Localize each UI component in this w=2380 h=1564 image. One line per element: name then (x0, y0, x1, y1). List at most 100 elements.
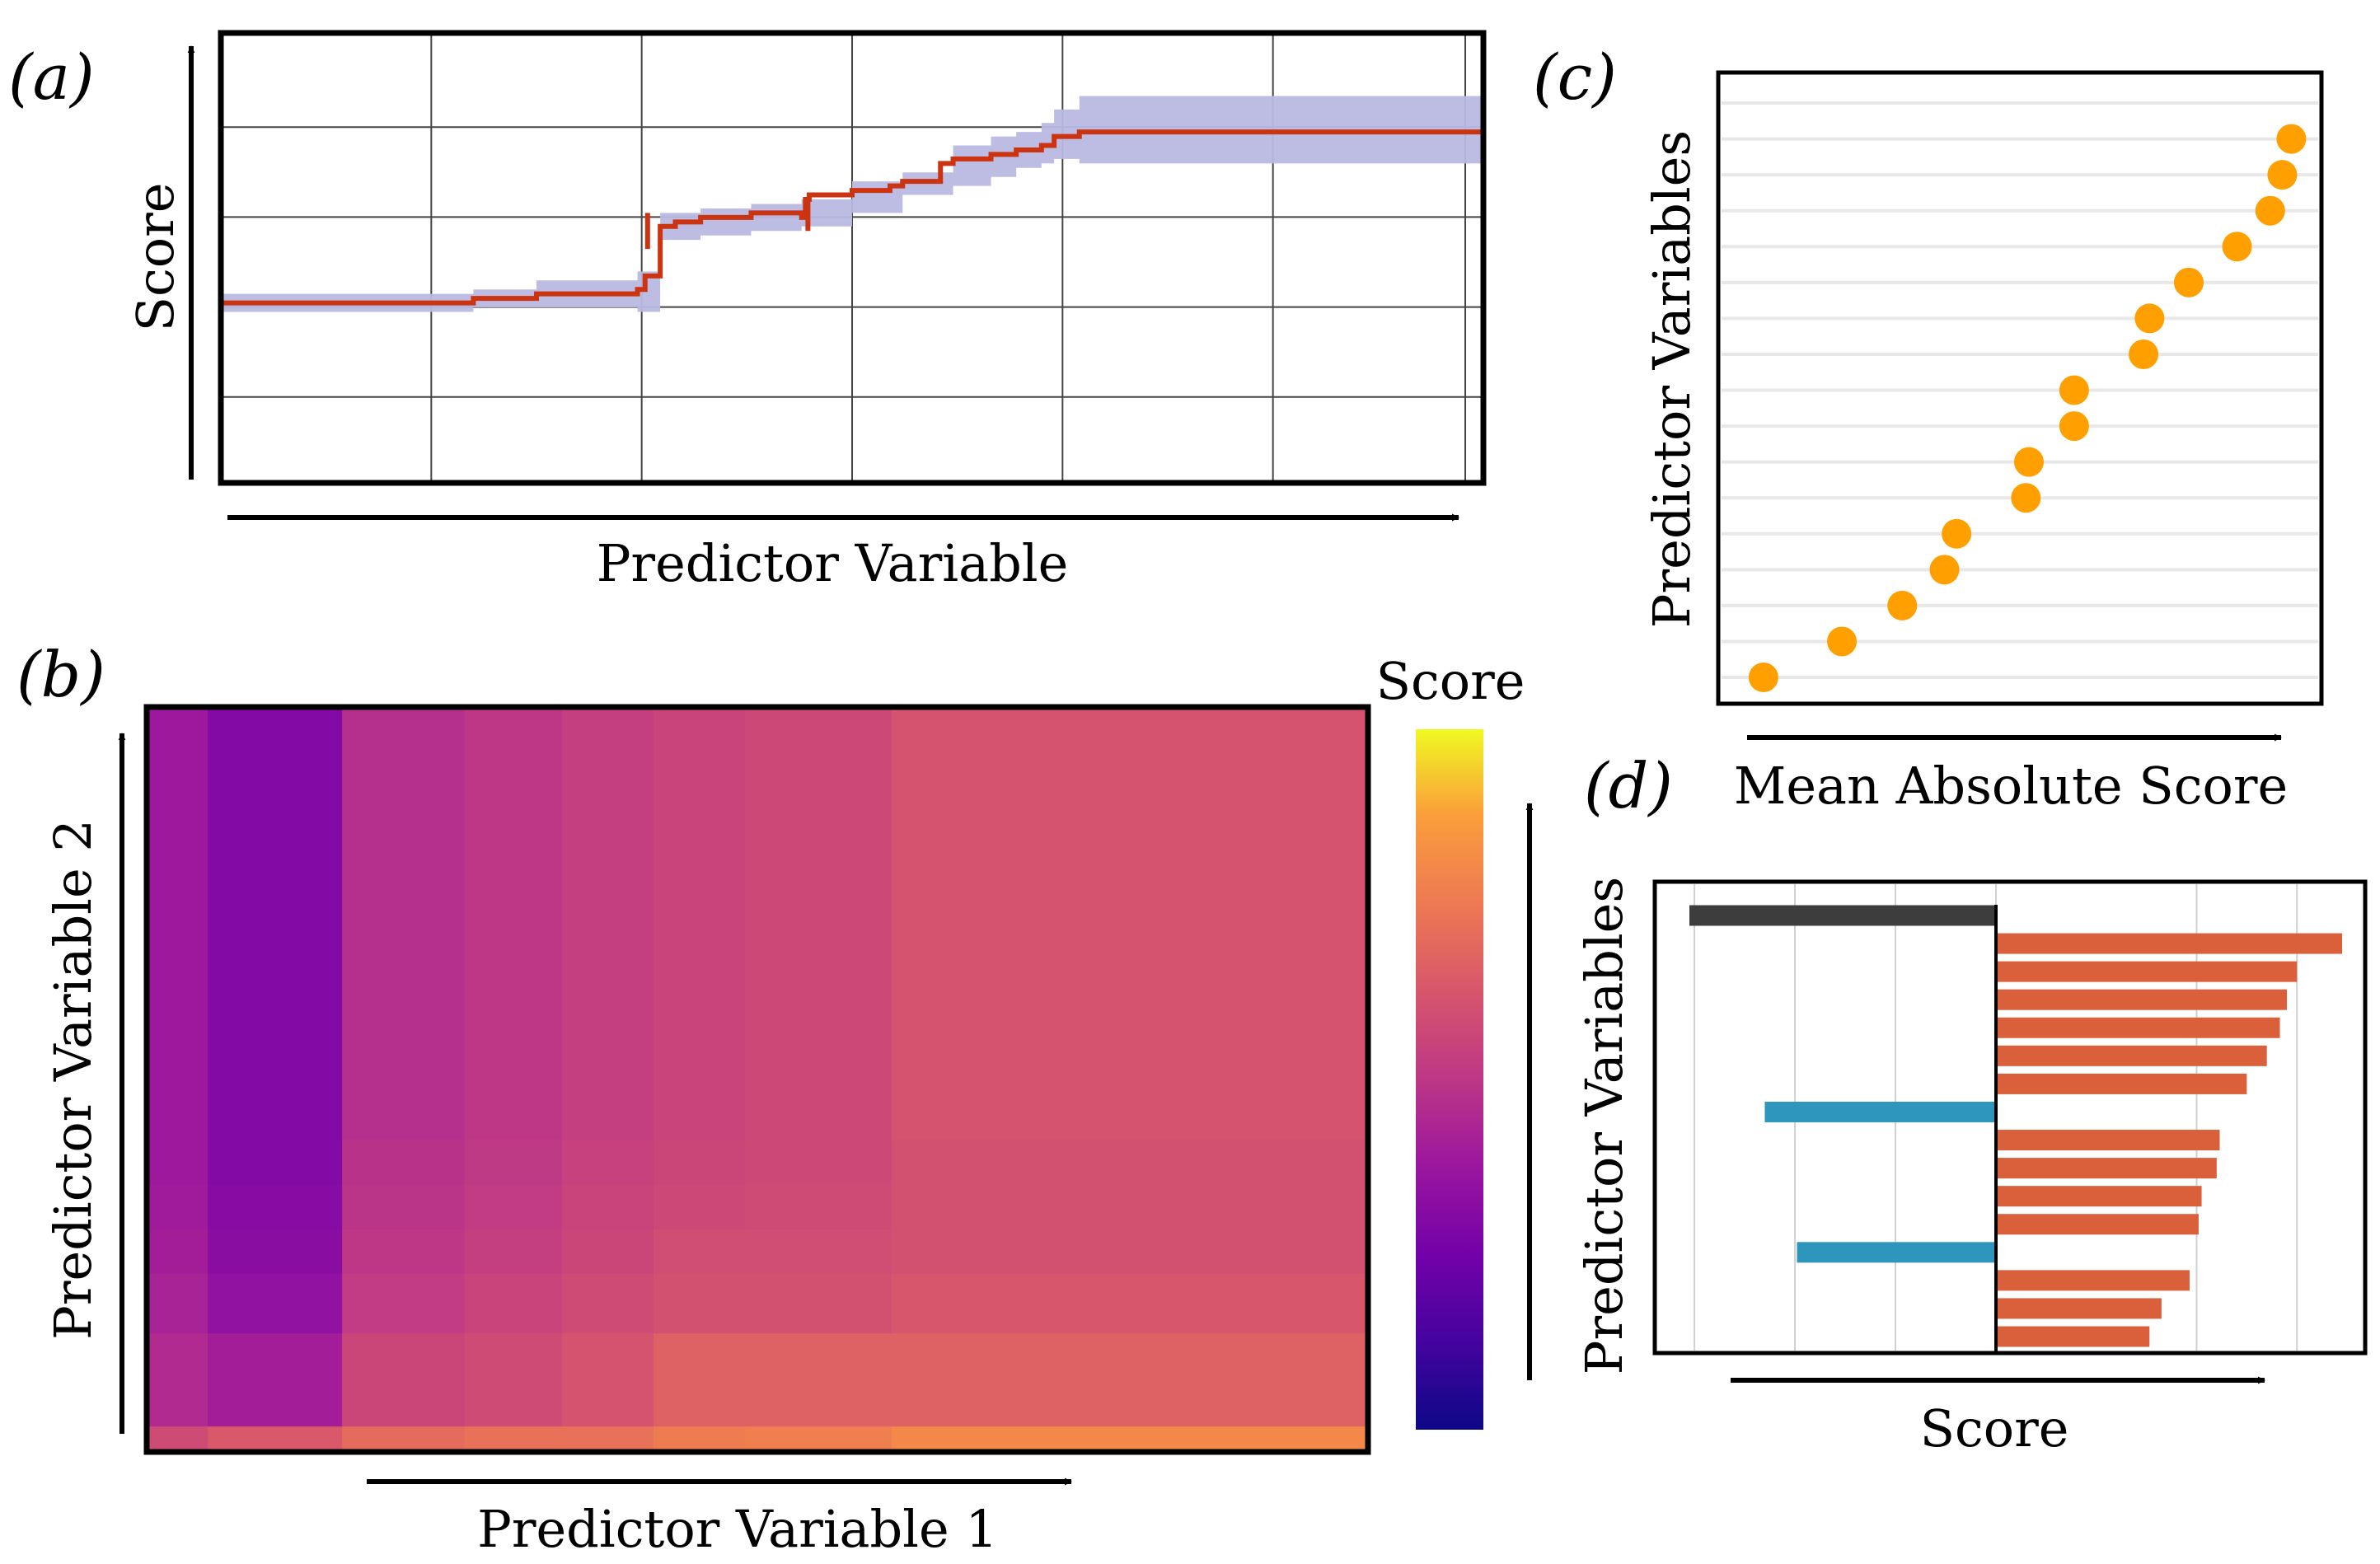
panel-c-row-lines (1722, 101, 2318, 679)
heatmap-cell (561, 1183, 654, 1229)
panel-d-bar (1996, 1270, 2190, 1291)
panel-c-point (1827, 626, 1858, 657)
panel-a-confidence-band (221, 96, 1483, 312)
panel-d-bar (1689, 905, 1996, 926)
heatmap-cell (342, 1139, 466, 1185)
panel-c-xlabel: Mean Absolute Score (1734, 756, 2288, 816)
panel-d-bar (1996, 933, 2342, 954)
heatmap-cell (745, 707, 892, 1140)
panel-c-point (2173, 267, 2204, 297)
heatmap-cell (654, 1332, 746, 1427)
heatmap-cell (147, 1332, 208, 1427)
heatmap-cell (654, 707, 746, 1140)
heatmap-cell (147, 1139, 208, 1185)
panel-b-xlabel: Predictor Variable 1 (477, 1499, 998, 1559)
heatmap-cell (342, 1273, 466, 1334)
panel-d-label: (d) (1584, 749, 1673, 822)
panel-d-bar (1996, 1326, 2150, 1347)
heatmap-cell (464, 1139, 563, 1185)
panel-c-point (2255, 195, 2285, 226)
heatmap-cell (147, 1228, 208, 1274)
panel-d-bar (1996, 1017, 2280, 1038)
panel-a-xlabel: Predictor Variable (597, 533, 1069, 593)
panel-c-point (1748, 663, 1778, 692)
heatmap-cell (464, 1332, 563, 1427)
panel-c-point (1887, 590, 1918, 620)
panel-d-bar (1996, 1073, 2247, 1094)
panel-c-point (2011, 483, 2041, 513)
panel-c-points (1748, 124, 2307, 692)
panel-d-bar (1996, 1214, 2199, 1235)
heatmap-cell (892, 1273, 1369, 1334)
heatmap-cell (208, 1332, 343, 1427)
panel-d-bar (1996, 1158, 2217, 1179)
colorbar (1416, 729, 1483, 1430)
panel-c-point (2134, 303, 2165, 334)
panel-c-point (1942, 518, 1972, 549)
panel-d-frame (1652, 879, 2368, 1356)
panel-d-bar (1996, 1298, 2162, 1319)
panel-b-frame (143, 704, 1371, 1455)
heatmap-cell (464, 1426, 563, 1453)
panel-c-point (2059, 411, 2089, 442)
panel-d-bar (1996, 961, 2298, 982)
heatmap-cell (892, 1426, 1369, 1453)
heatmap-cell (892, 1228, 1369, 1274)
heatmap-cell (342, 1332, 466, 1427)
heatmap-cell (561, 1426, 654, 1453)
heatmap-cell (147, 1183, 208, 1229)
heatmap-cell (342, 1183, 466, 1229)
heatmap-cell (745, 1273, 892, 1334)
panel-a-label: (a) (8, 40, 95, 114)
heatmap-cell (208, 1183, 343, 1229)
heatmap-cell (892, 1139, 1369, 1185)
panel-b-label: (b) (16, 638, 105, 711)
heatmap-cell (745, 1139, 892, 1185)
colorbar-label: Score (1376, 651, 1525, 711)
panel-c-label: (c) (1533, 40, 1617, 114)
heatmap-cell (208, 707, 343, 1140)
heatmap-cell (464, 707, 563, 1140)
heatmap-cell (464, 1228, 563, 1274)
panel-d-ylabel: Predictor Variables (1574, 877, 1634, 1374)
heatmap-cell (654, 1273, 746, 1334)
heatmap-cell (561, 707, 654, 1140)
heatmap-cell (208, 1273, 343, 1334)
heatmap-cell (892, 1332, 1369, 1427)
heatmap-cell (561, 1228, 654, 1274)
panel-c-point (2059, 375, 2089, 405)
heatmap-cell (208, 1139, 343, 1185)
heatmap-cell (208, 1426, 343, 1453)
heatmap-cell (464, 1183, 563, 1229)
panel-c-point (1929, 555, 1960, 585)
heatmap-cell (342, 707, 466, 1140)
panel-d-bars (1689, 905, 2342, 1347)
heatmap-cell (561, 1139, 654, 1185)
panel-c-point (2276, 124, 2307, 154)
panel-c-point (2267, 160, 2298, 190)
panel-d-xlabel: Score (1920, 1398, 2069, 1459)
heatmap-cell (464, 1273, 563, 1334)
heatmap-cell (208, 1228, 343, 1274)
heatmap-cell (892, 707, 1369, 1140)
heatmap-cell (561, 1332, 654, 1427)
panel-d-bar (1996, 1045, 2267, 1066)
panel-b-heatmap-cells (147, 707, 1369, 1453)
heatmap-cell (654, 1139, 746, 1185)
heatmap-cell (892, 1183, 1369, 1229)
panel-a-ylabel: Score (125, 183, 185, 332)
panel-d-bar (1996, 989, 2288, 1010)
heatmap-cell (342, 1426, 466, 1453)
panel-d-bar (1764, 1101, 1996, 1122)
panel-d: (d) Score Predictor Variables (1574, 749, 2368, 1459)
heatmap-cell (561, 1273, 654, 1334)
heatmap-cell (654, 1426, 746, 1453)
panel-c-point (2013, 447, 2044, 477)
heatmap-cell (147, 1273, 208, 1334)
heatmap-cell (745, 1228, 892, 1274)
panel-c-point (2222, 232, 2252, 262)
heatmap-cell (745, 1426, 892, 1453)
panel-c: (c) Mean Absolute Score Predictor Variab… (1533, 40, 2324, 816)
panel-b-ylabel: Predictor Variable 2 (43, 819, 103, 1340)
